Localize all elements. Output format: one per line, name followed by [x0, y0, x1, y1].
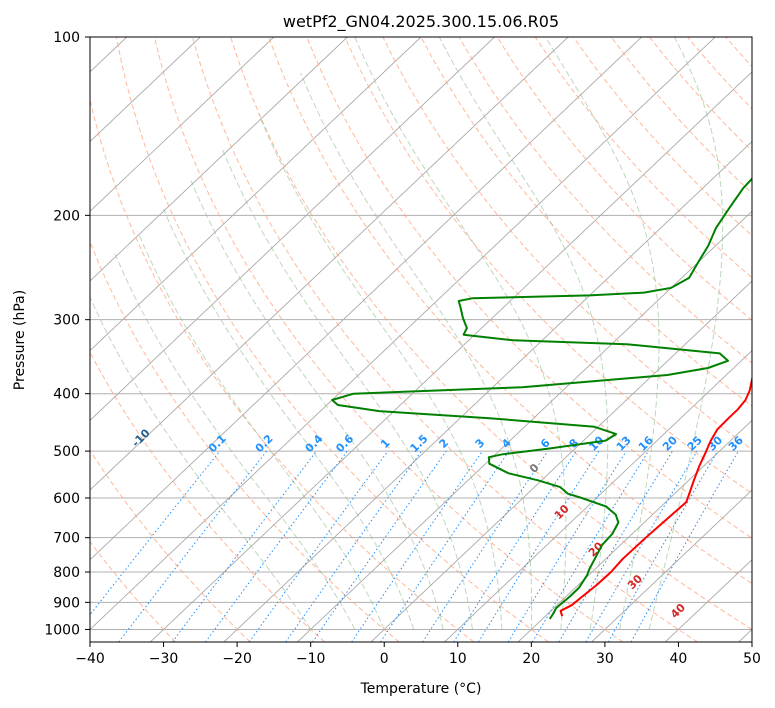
y-axis-ticks: 1000 900 800 700 600 500 400 300 200 100 — [44, 30, 90, 638]
isotherm-line — [517, 419, 752, 642]
isotherm-line — [370, 280, 752, 642]
y-tick-label: 700 — [53, 531, 80, 547]
mixing-ratio-line — [285, 450, 422, 642]
mixing-ratio-line — [248, 450, 389, 642]
plot-area: 0.10.20.40.611.52346810131620253036-100-… — [90, 37, 752, 642]
moist-adiabat-line — [545, 37, 660, 630]
mixing-ratio-line — [351, 450, 483, 642]
dry-adiabat-line — [192, 37, 698, 642]
moist-adiabat-line — [138, 233, 385, 630]
mixing-ratio-lines — [90, 450, 739, 642]
x-tick-label: 20 — [522, 651, 540, 667]
sounding-profiles — [331, 177, 752, 620]
mixing-ratio-line — [630, 450, 739, 642]
plot-frame — [89, 36, 753, 643]
temperature-profile-line — [559, 374, 752, 617]
mixing-ratio-line — [380, 450, 510, 642]
y-tick-label: 900 — [53, 595, 80, 611]
chart-title: wetPf2_GN04.2025.300.15.06.R05 — [283, 12, 559, 32]
moist-adiabat-line — [648, 37, 724, 630]
dry-adiabat-line — [90, 240, 400, 642]
y-tick-label: 300 — [53, 313, 80, 329]
x-tick-label: −10 — [296, 651, 326, 667]
moist-adiabat-line — [438, 37, 609, 630]
y-tick-label: 500 — [53, 444, 80, 460]
isotherm-line — [90, 37, 201, 143]
mixing-ratio-line — [205, 450, 348, 642]
isotherm-line — [90, 37, 348, 282]
y-tick-label: 600 — [53, 491, 80, 507]
isobar-grid — [90, 37, 752, 630]
isotherm-line — [90, 37, 569, 491]
y-tick-label: 200 — [53, 208, 80, 224]
dry-adiabat-line — [230, 37, 752, 630]
x-axis-ticks: −40 −30 −20 −10 0 10 20 30 40 50 — [75, 642, 761, 667]
y-axis-label: Pressure (hPa) — [12, 290, 28, 390]
isotherm-line — [90, 37, 495, 421]
mixing-ratio-line — [453, 450, 577, 642]
isotherm-line — [90, 37, 716, 631]
isotherm-line — [90, 37, 275, 212]
dry-adiabat-line — [115, 37, 549, 642]
mixing-ratio-line — [422, 450, 549, 642]
x-tick-label: −30 — [149, 651, 179, 667]
mixing-ratio-line — [531, 450, 649, 642]
isotherm-line — [444, 350, 752, 642]
isotherm-grid — [90, 37, 752, 642]
mixing-ratio-line — [90, 450, 221, 616]
x-axis-label: Temperature (°C) — [360, 681, 482, 697]
y-tick-label: 800 — [53, 565, 80, 581]
mixing-ratio-line — [171, 450, 317, 642]
dry-adiabat-line — [268, 37, 752, 585]
isotherm-line — [223, 140, 752, 642]
x-tick-label: −40 — [75, 651, 105, 667]
moist-adiabat-line — [162, 208, 415, 630]
moist-adiabat-line — [190, 180, 444, 630]
dry-adiabat-line — [90, 540, 176, 642]
moist-adiabat-line — [113, 251, 356, 630]
x-tick-label: 0 — [380, 651, 389, 667]
dry-adiabat-line — [90, 97, 475, 642]
moist-adiabat-line — [354, 37, 567, 630]
isotherm-line — [591, 489, 752, 642]
x-tick-label: 40 — [670, 651, 688, 667]
y-tick-label: 100 — [53, 30, 80, 46]
moist-adiabat-line — [300, 72, 533, 630]
x-tick-label: −20 — [222, 651, 252, 667]
isotherm-line — [90, 37, 642, 561]
x-tick-label: 10 — [449, 651, 467, 667]
dry-adiabat-line — [90, 449, 251, 642]
mixing-ratio-line — [507, 450, 627, 642]
x-tick-label: 50 — [743, 651, 761, 667]
isotherm-line — [90, 37, 422, 352]
y-tick-label: 1000 — [44, 622, 80, 638]
y-tick-label: 400 — [53, 387, 80, 403]
moist-adiabat-line — [258, 114, 503, 630]
moist-adiabats — [90, 37, 724, 630]
moist-adiabat-line — [222, 149, 473, 630]
dry-adiabats — [90, 37, 752, 642]
isotherm-line — [149, 71, 752, 642]
mixing-ratio-line — [477, 450, 600, 642]
moist-adiabat-line — [90, 296, 312, 630]
mixing-ratio-line — [312, 450, 447, 642]
dry-adiabat-line — [420, 37, 752, 407]
dewpoint-profile-line — [331, 177, 752, 620]
x-tick-label: 30 — [596, 651, 614, 667]
dry-adiabat-line — [496, 37, 752, 321]
dry-adiabat-line — [344, 37, 752, 495]
